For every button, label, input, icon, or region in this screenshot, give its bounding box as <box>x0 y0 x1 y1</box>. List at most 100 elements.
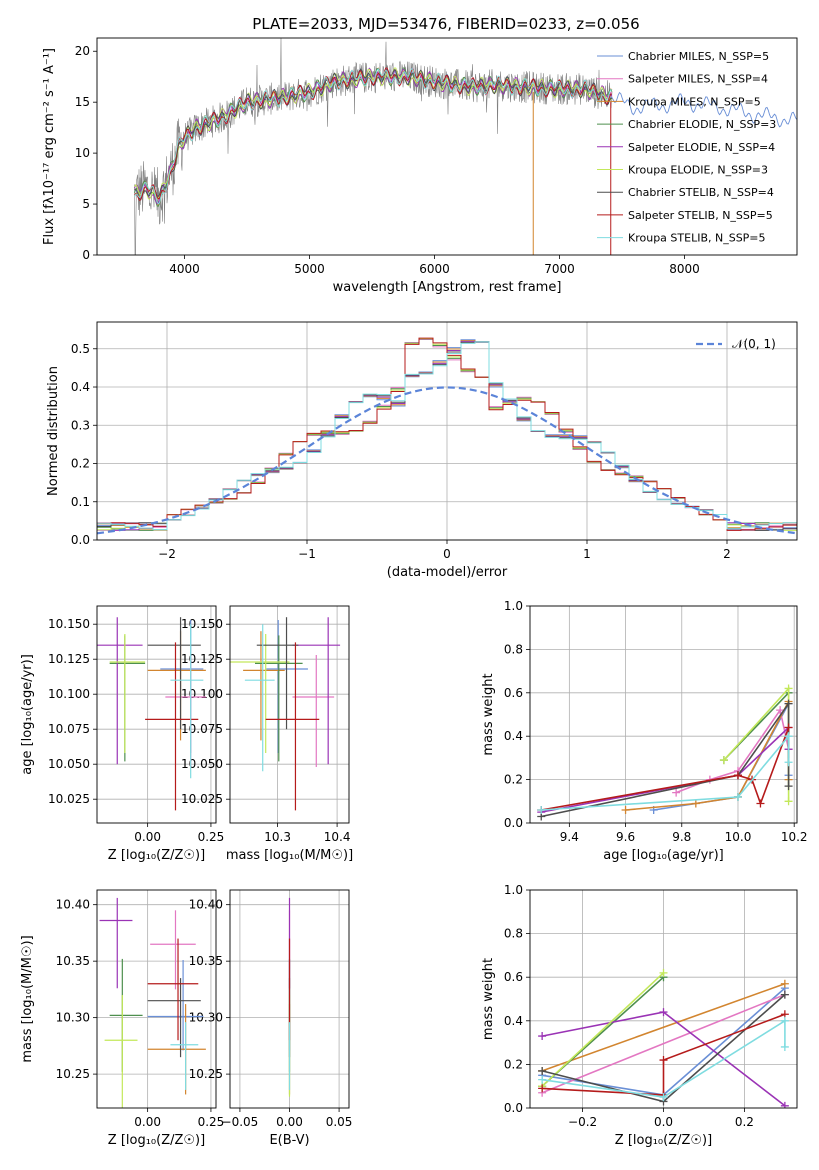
spectrum-legend-label-6: Chabrier STELIB, N_SSP=4 <box>628 186 774 199</box>
spectrum-xlabel: wavelength [Angstrom, rest frame] <box>333 280 562 295</box>
spectrum-ytick-label-4: 20 <box>75 44 90 58</box>
residuals-normal-curve <box>97 386 797 535</box>
weight-vs-age-xtick-label-0: 9.4 <box>560 830 579 844</box>
weight-vs-Z-xtick-label-0: −0.2 <box>568 1115 597 1129</box>
age-vs-Z-ytick-label-4: 10.125 <box>48 652 90 666</box>
spectrum-ytick-label-1: 5 <box>82 197 90 211</box>
weight-vs-age-marker-salpeter_stelib-3 <box>756 799 765 808</box>
weight-vs-Z-line-kroupa_stelib <box>541 1019 786 1098</box>
mass-vs-EBV-xtick-label-1: 0.00 <box>276 1115 303 1129</box>
weight-vs-Z-line-kroupa_miles <box>541 982 786 1072</box>
spectrum-legend-label-8: Kroupa STELIB, N_SSP=5 <box>628 232 766 245</box>
mass-vs-Z-plot-area <box>99 897 206 1108</box>
weight-vs-Z-marker-chabrier_stelib-0 <box>538 1066 547 1075</box>
age-vs-Z-ytick-label-1: 10.050 <box>48 757 90 771</box>
age-vs-Z-xtick-label-1: 0.25 <box>198 830 225 844</box>
age-vs-mass-ytick-label-2: 10.075 <box>181 722 223 736</box>
spectrum-model-salpeter_stelib <box>134 67 613 201</box>
mass-vs-EBV-xlabel: E(B-V) <box>269 1133 309 1148</box>
weight-vs-Z-marker-kroupa_stelib-0 <box>538 1075 547 1084</box>
spectrum-legend-label-0: Chabrier MILES, N_SSP=5 <box>628 50 769 63</box>
mass-vs-Z-ytick-label-0: 10.25 <box>56 1067 90 1081</box>
weight-vs-age-ylabel: mass weight <box>481 673 496 755</box>
age-vs-mass-frame <box>229 605 350 824</box>
age-vs-mass-xlabel: mass [log₁₀(M/M☉)] <box>226 848 353 863</box>
age-vs-Z-ylabel: age [log₁₀(age/yr)] <box>20 654 35 775</box>
weight-vs-age-marker-kroupa_miles-1 <box>691 799 700 808</box>
weight-vs-age-marker-kroupa_stelib-0 <box>537 805 546 814</box>
age-vs-mass-ytick-label-5: 10.150 <box>181 617 223 631</box>
residuals-ytick-label-3: 0.3 <box>71 418 90 432</box>
weight-vs-age-marker-kroupa_elodie-1 <box>784 684 793 693</box>
weight-vs-age-marker-kroupa_elodie-2 <box>784 797 793 806</box>
weight-vs-age-xtick-label-2: 9.8 <box>672 830 691 844</box>
weight-vs-age-line-salpeter_elodie <box>541 725 790 813</box>
residuals-ytick-label-1: 0.1 <box>71 495 90 509</box>
age-vs-mass-ytick-label-3: 10.100 <box>181 687 223 701</box>
weight-vs-age-xlabel: age [log₁₀(age/yr)] <box>603 848 724 863</box>
mass-vs-Z-ytick-label-3: 10.40 <box>56 898 90 912</box>
age-vs-Z-xlabel: Z [log₁₀(Z/Z☉)] <box>108 848 205 863</box>
spectrum-legend-label-3: Chabrier ELODIE, N_SSP=3 <box>628 118 776 131</box>
weight-vs-Z-plot-area <box>538 968 789 1108</box>
weight-vs-Z-xtick-label-1: 0.0 <box>654 1115 673 1129</box>
weight-vs-Z-marker-salpeter_elodie-0 <box>538 1032 547 1041</box>
spectrum-xtick-label-4: 8000 <box>669 262 700 276</box>
weight-vs-age-line-kroupa_stelib <box>541 733 790 811</box>
weight-vs-Z-ytick-label-4: 0.8 <box>504 927 523 941</box>
weight-vs-Z-xtick-label-2: 0.2 <box>735 1115 754 1129</box>
spectrum-legend-label-2: Kroupa MILES, N_SSP=5 <box>628 95 761 108</box>
age-vs-Z-xtick-label-0: 0.00 <box>134 830 161 844</box>
spectrum-xtick-label-2: 6000 <box>419 262 450 276</box>
residuals-xtick-label-1: −1 <box>298 547 316 561</box>
weight-vs-Z-axes: −0.2 0.0 0.2 0.0 0.2 0.4 0.6 0.8 1.0 Z [log₁₀(Z/Z… <box>481 883 797 1148</box>
mass-vs-Z-ytick-label-2: 10.35 <box>56 954 90 968</box>
residuals-ylabel: Normed distribution <box>46 366 61 496</box>
spectrum-axes: 4000 5000 6000 7000 8000 0 5 10 15 20 wavelength [… <box>42 44 700 295</box>
weight-vs-Z-ytick-label-2: 0.4 <box>504 1014 523 1028</box>
weight-vs-age-ytick-label-2: 0.4 <box>504 729 523 743</box>
weight-vs-age-marker-kroupa_miles-0 <box>621 805 630 814</box>
age-vs-mass-xtick-label-0: 10.3 <box>264 830 291 844</box>
weight-vs-Z-ytick-label-1: 0.2 <box>504 1057 523 1071</box>
weight-vs-Z-line-salpeter_stelib <box>542 1013 786 1096</box>
mass-vs-EBV-xtick-label-2: 0.05 <box>326 1115 353 1129</box>
spectrum-ytick-label-3: 15 <box>75 95 90 109</box>
age-vs-mass-ytick-label-4: 10.125 <box>181 652 223 666</box>
age-vs-mass-plot-area <box>230 617 341 811</box>
residuals-frame <box>96 321 798 541</box>
residuals-ytick-label-2: 0.2 <box>71 457 90 471</box>
weight-vs-Z-xlabel: Z [log₁₀(Z/Z☉)] <box>615 1133 712 1148</box>
age-vs-Z-ytick-label-2: 10.075 <box>48 722 90 736</box>
weight-vs-age-ytick-label-3: 0.6 <box>504 686 523 700</box>
weight-vs-Z-line-salpeter_miles <box>541 993 786 1094</box>
weight-vs-age-marker-chabrier_stelib-2 <box>784 699 793 708</box>
weight-vs-age-ytick-label-5: 1.0 <box>504 599 523 613</box>
weight-vs-age-marker-kroupa_elodie-0 <box>719 756 728 765</box>
weight-vs-age-axes: 9.4 9.6 9.8 10.0 10.2 0.0 0.2 0.4 0.6 0.8 1.0 age [… <box>481 599 808 863</box>
mass-vs-Z-ytick-label-1: 10.30 <box>56 1011 90 1025</box>
weight-vs-age-line-salpeter_stelib <box>541 727 790 811</box>
mass-vs-Z-xtick-label-1: 0.25 <box>198 1115 225 1129</box>
age-vs-mass-axes: 10.3 10.4 10.025 10.050 10.075 10.100 10.125 10… <box>181 606 353 863</box>
spectrum-ytick-label-0: 0 <box>82 248 90 262</box>
figure-title: PLATE=2033, MJD=53476, FIBERID=0233, z=0… <box>252 15 639 33</box>
weight-vs-age-frame <box>529 605 798 824</box>
age-vs-mass-xtick-label-1: 10.4 <box>324 830 351 844</box>
residuals-axes: −2 −1 0 1 2 0.0 0.1 0.2 0.3 0.4 0.5 (data-model)/er… <box>46 322 797 580</box>
weight-vs-Z-ylabel: mass weight <box>481 958 496 1040</box>
weight-vs-age-marker-chabrier_stelib-3 <box>784 782 793 791</box>
mass-vs-EBV-axes: −0.05 0.00 0.05 10.25 10.30 10.35 10.40 E(B-V) <box>189 890 353 1148</box>
weight-vs-age-xtick-label-4: 10.2 <box>781 830 808 844</box>
residuals-xtick-label-4: 2 <box>723 547 731 561</box>
weight-vs-age-ytick-label-0: 0.0 <box>504 816 523 830</box>
weight-vs-Z-ytick-label-3: 0.6 <box>504 970 523 984</box>
spectrum-xtick-label-1: 5000 <box>294 262 325 276</box>
weight-vs-age-marker-kroupa_stelib-1 <box>733 792 742 801</box>
residuals-ytick-label-5: 0.5 <box>71 342 90 356</box>
weight-vs-age-xtick-label-3: 10.0 <box>725 830 752 844</box>
mass-vs-Z-xlabel: Z [log₁₀(Z/Z☉)] <box>108 1133 205 1148</box>
mass-vs-Z-ylabel: mass [log₁₀(M/M☉)] <box>20 935 35 1062</box>
spectrum-xtick-label-0: 4000 <box>169 262 200 276</box>
residuals-plot-area <box>97 337 797 535</box>
